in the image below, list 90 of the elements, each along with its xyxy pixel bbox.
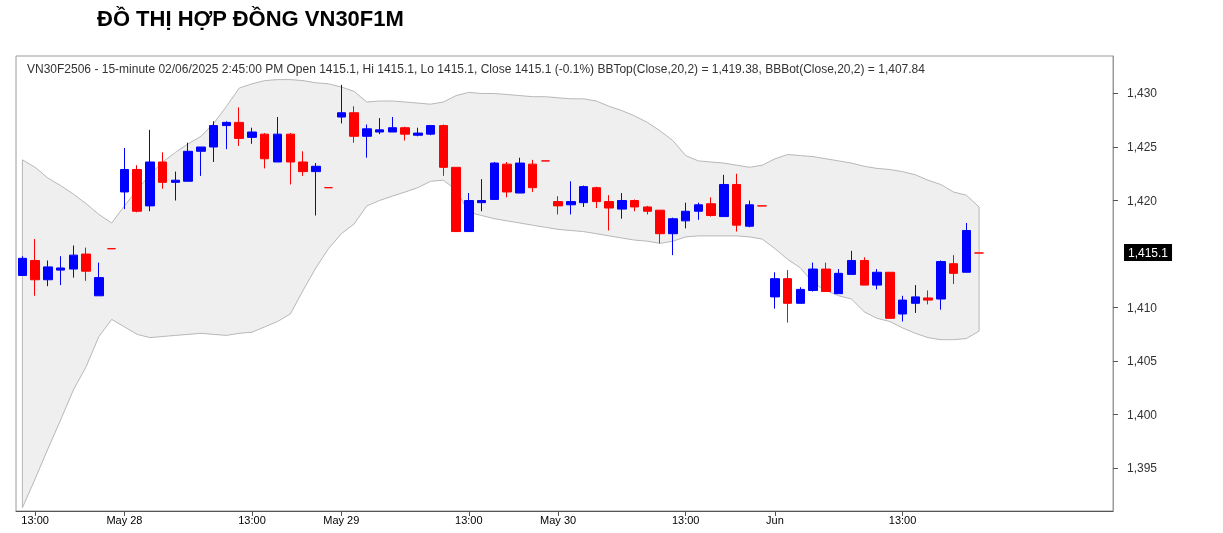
candlestick (719, 174, 729, 218)
x-tick-label: May 28 (106, 513, 143, 526)
candlestick (860, 256, 869, 286)
candlestick (911, 284, 920, 314)
candlestick (796, 286, 805, 304)
candlestick (528, 159, 537, 193)
candlestick (502, 161, 512, 198)
candlestick (770, 271, 780, 310)
candlestick (681, 202, 690, 229)
candlestick (94, 262, 104, 297)
y-tick-label: 1,400 (1127, 407, 1158, 422)
candlestick (604, 194, 614, 232)
candlestick (668, 217, 678, 256)
candlestick (209, 120, 218, 163)
candlestick (783, 269, 792, 324)
candlestick (745, 200, 754, 228)
candlestick (43, 259, 53, 287)
candlestick (949, 254, 958, 285)
candlestick (821, 262, 831, 293)
candlestick (451, 166, 461, 233)
candlestick (234, 106, 244, 147)
chart-title: ĐỒ THỊ HỢP ĐỒNG VN30F1M (97, 5, 404, 31)
candlestick (56, 255, 65, 286)
candlestick (18, 255, 27, 276)
candlestick (694, 202, 703, 221)
candlestick (617, 192, 627, 220)
candlestick (426, 125, 435, 136)
candlestick (936, 259, 946, 311)
candlestick (643, 205, 652, 215)
candlestick (630, 198, 639, 212)
candlestick (171, 171, 180, 202)
candlestick (579, 185, 588, 208)
candlestick (808, 262, 818, 293)
candlestick (349, 105, 359, 144)
candlestick (477, 178, 486, 212)
y-tick-label: 1,395 (1127, 461, 1158, 476)
candlestick (655, 209, 665, 244)
candlestick (847, 250, 856, 275)
candlestick (872, 268, 882, 290)
candlestick (158, 151, 167, 190)
x-tick-label: May 30 (540, 513, 577, 526)
candlestick (247, 127, 257, 145)
text: VN30F2506 - 15-minute 02/06/2025 2:45:00 PM Open 1415.1, Hi 1415.1, Lo 1415.1, Close 1415.1 (-0.1%) BBTop(Close,20,2) = 1,419.38, BBBot(Close,20,2) = 1,407.84 (27, 62, 926, 76)
candlestick (311, 162, 321, 217)
y-tick-label: 1,425 (1127, 140, 1158, 154)
candlestick (222, 120, 231, 150)
candlestick (260, 132, 269, 169)
text: 1,415.1 (1128, 245, 1169, 260)
candlestick (81, 247, 91, 282)
candlestick (273, 116, 282, 163)
x-tick-label: 13:00 (455, 513, 483, 526)
candlestick (286, 132, 295, 185)
y-tick-label: 1,420 (1127, 193, 1158, 208)
candlestick (490, 161, 499, 200)
candlestick (69, 244, 78, 279)
candlestick (132, 164, 142, 213)
x-tick-label: 13:00 (888, 513, 917, 526)
candlestick (553, 195, 563, 215)
x-tick-label: Jun (766, 513, 784, 526)
candlestick (375, 117, 384, 135)
x-tick-label: 13:00 (21, 513, 49, 526)
candlestick (732, 173, 741, 233)
candlestick (196, 146, 206, 177)
candlestick (898, 295, 907, 323)
candlestick (413, 127, 423, 137)
candlestick (145, 129, 155, 212)
candlestick (388, 116, 397, 133)
candlestick (706, 196, 716, 218)
candlestick (120, 147, 129, 210)
x-tick-label: 13:00 (671, 513, 700, 526)
candlestick (515, 157, 525, 194)
candlestick (439, 124, 448, 177)
candlestick (30, 238, 40, 297)
x-tick-label: May 29 (323, 513, 360, 526)
y-tick-label: 1,405 (1127, 354, 1158, 369)
candlestick (298, 150, 308, 177)
y-tick-label: 1,430 (1127, 86, 1158, 101)
candlestick (834, 268, 843, 295)
x-tick-label: 13:00 (238, 513, 266, 526)
candlestick (592, 186, 601, 209)
candlestick (400, 126, 410, 142)
candlestick (566, 180, 576, 215)
candlestick (923, 289, 933, 305)
candlestick (337, 84, 346, 124)
candlestick (885, 271, 895, 319)
candlestick (183, 142, 193, 182)
candlestick (962, 222, 971, 273)
candlestick (464, 192, 474, 233)
y-tick-label: 1,410 (1127, 300, 1158, 315)
candlestick (362, 124, 372, 159)
